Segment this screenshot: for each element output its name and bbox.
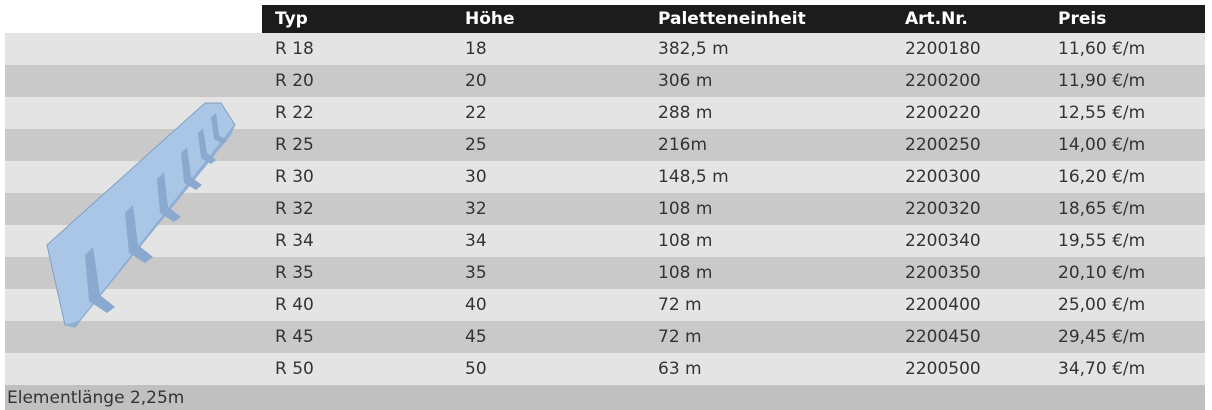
cell: Preis	[1058, 5, 1106, 33]
cell: R 35	[275, 257, 314, 289]
cell: 12,55 €/m	[1058, 97, 1145, 129]
cell: 50	[465, 353, 487, 385]
cell: 34	[465, 225, 487, 257]
wall	[47, 103, 235, 327]
cell: 2200340	[905, 225, 981, 257]
cell: Typ	[275, 5, 308, 33]
cell: R 20	[275, 65, 314, 97]
cell: 25,00 €/m	[1058, 289, 1145, 321]
cell: 2200250	[905, 129, 981, 161]
cell: 35	[465, 257, 487, 289]
cell: 2200220	[905, 97, 981, 129]
cell: 108 m	[658, 257, 712, 289]
header-row: Typ Höhe Paletteneinheit Art.Nr. Preis	[5, 5, 1205, 33]
cell: 32	[465, 193, 487, 225]
cell: 148,5 m	[658, 161, 729, 193]
cell: 2200320	[905, 193, 981, 225]
cell: R 50	[275, 353, 314, 385]
cell: Paletteneinheit	[658, 5, 806, 33]
cell: 30	[465, 161, 487, 193]
cell: R 22	[275, 97, 314, 129]
cell: 108 m	[658, 225, 712, 257]
cell: Art.Nr.	[905, 5, 968, 33]
cell: 216m	[658, 129, 707, 161]
cell: 34,70 €/m	[1058, 353, 1145, 385]
cell: R 32	[275, 193, 314, 225]
cell: 2200450	[905, 321, 981, 353]
cell: R 25	[275, 129, 314, 161]
product-image	[45, 95, 245, 335]
cell: 2200350	[905, 257, 981, 289]
cell: 72 m	[658, 321, 702, 353]
cell: 25	[465, 129, 487, 161]
cell: 108 m	[658, 193, 712, 225]
table-row: R 20 20 306 m 2200200 11,90 €/m	[5, 65, 1205, 97]
cell: R 45	[275, 321, 314, 353]
cell: 63 m	[658, 353, 702, 385]
cell: R 34	[275, 225, 314, 257]
cell: 382,5 m	[658, 33, 729, 65]
cell: 18	[465, 33, 487, 65]
page: {"header": {"columns": ["Typ", "Höhe", "…	[0, 0, 1212, 410]
cell: R 30	[275, 161, 314, 193]
cell: 19,55 €/m	[1058, 225, 1145, 257]
cell: 20	[465, 65, 487, 97]
cell: 20,10 €/m	[1058, 257, 1145, 289]
cell: 45	[465, 321, 487, 353]
cell: 40	[465, 289, 487, 321]
cell: 2200400	[905, 289, 981, 321]
footer-note: Elementlänge 2,25m	[5, 385, 1205, 410]
cell: 288 m	[658, 97, 712, 129]
table-row: R 18 18 382,5 m 2200180 11,60 €/m	[5, 33, 1205, 65]
cell: 2200200	[905, 65, 981, 97]
table-row: R 50 50 63 m 2200500 34,70 €/m	[5, 353, 1205, 385]
cell: 2200500	[905, 353, 981, 385]
cell: Höhe	[465, 5, 515, 33]
cell: R 40	[275, 289, 314, 321]
cell: 18,65 €/m	[1058, 193, 1145, 225]
cell: 11,60 €/m	[1058, 33, 1145, 65]
cell: R 18	[275, 33, 314, 65]
cell: 14,00 €/m	[1058, 129, 1145, 161]
cell: 72 m	[658, 289, 702, 321]
cell: 306 m	[658, 65, 712, 97]
cell: 2200300	[905, 161, 981, 193]
cell: 2200180	[905, 33, 981, 65]
cell: 29,45 €/m	[1058, 321, 1145, 353]
cell: 11,90 €/m	[1058, 65, 1145, 97]
cell: 22	[465, 97, 487, 129]
cell: 16,20 €/m	[1058, 161, 1145, 193]
